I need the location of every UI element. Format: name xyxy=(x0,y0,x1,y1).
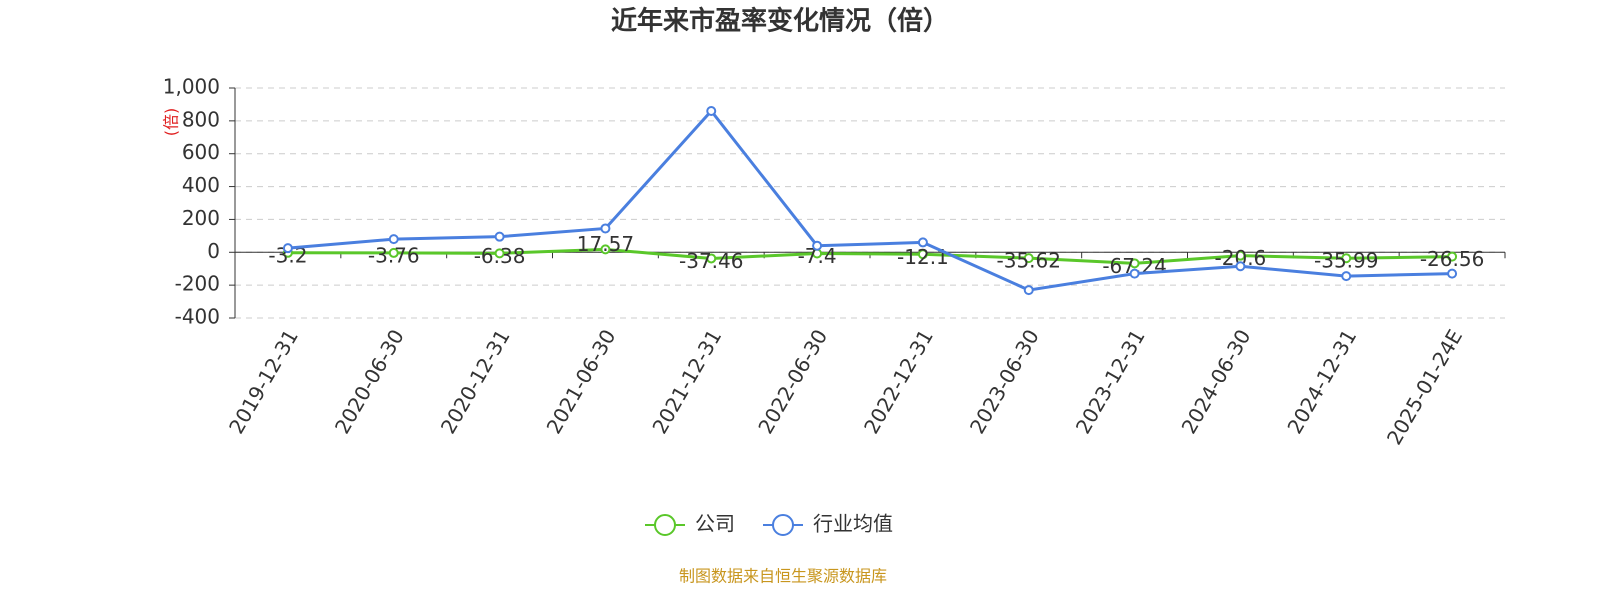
x-tick-label: 2020-06-30 xyxy=(330,325,409,438)
data-point xyxy=(1341,271,1352,282)
data-point xyxy=(494,231,505,242)
data-label: -26.56 xyxy=(1420,247,1484,271)
x-tick-label: 2021-06-30 xyxy=(542,325,621,438)
data-point xyxy=(1447,268,1458,279)
y-axis-label: (倍) xyxy=(162,108,181,137)
legend-symbol[interactable] xyxy=(772,514,794,536)
data-label: -6.38 xyxy=(474,244,526,268)
data-point xyxy=(1235,250,1246,261)
chart-title: 近年来市盈率变化情况（倍） xyxy=(611,6,949,37)
y-tick-label: 600 xyxy=(182,140,220,164)
legend-label[interactable]: 行业均值 xyxy=(813,512,893,536)
x-tick-label: 2021-12-31 xyxy=(647,325,726,438)
y-tick-label: 800 xyxy=(182,107,220,131)
data-label: -37.46 xyxy=(679,249,743,273)
legend-label[interactable]: 公司 xyxy=(695,512,735,536)
data-point xyxy=(388,234,399,245)
data-point xyxy=(1023,285,1034,296)
data-point xyxy=(600,244,611,255)
y-tick-label: -200 xyxy=(175,272,220,296)
y-tick-label: 200 xyxy=(182,206,220,230)
data-point xyxy=(1447,251,1458,262)
data-point xyxy=(1235,261,1246,272)
data-point xyxy=(917,249,928,260)
series-line xyxy=(287,247,1453,265)
data-point xyxy=(917,237,928,248)
data-point xyxy=(812,240,823,251)
data-point xyxy=(706,106,717,116)
data-label: -35.99 xyxy=(1314,249,1378,273)
x-tick-label: 2023-06-30 xyxy=(965,325,1044,438)
data-point xyxy=(706,253,717,264)
x-tick-label: 2024-12-31 xyxy=(1282,325,1361,438)
x-tick-label: 2025-01-24E xyxy=(1382,325,1467,449)
y-tick-label: -400 xyxy=(175,305,220,329)
series-line xyxy=(287,108,1453,292)
x-tick-label: 2019-12-31 xyxy=(224,325,303,438)
x-tick-label: 2022-06-30 xyxy=(753,325,832,438)
source-note: 制图数据来自恒生聚源数据库 xyxy=(679,567,887,586)
x-tick-label: 2023-12-31 xyxy=(1071,325,1150,438)
data-point xyxy=(282,243,293,254)
data-label: -3.76 xyxy=(368,243,420,267)
data-point xyxy=(600,223,611,234)
data-label: 17.57 xyxy=(577,232,634,256)
data-point xyxy=(1341,253,1352,264)
x-tick-label: 2020-12-31 xyxy=(436,325,515,438)
data-label: -12.1 xyxy=(897,245,949,269)
y-tick-label: 0 xyxy=(207,239,220,263)
data-point xyxy=(1129,258,1140,269)
x-tick-label: 2022-12-31 xyxy=(859,325,938,438)
data-point xyxy=(494,248,505,259)
y-tick-label: 400 xyxy=(182,173,220,197)
legend-symbol[interactable] xyxy=(654,514,676,536)
x-tick-label: 2024-06-30 xyxy=(1177,325,1256,438)
data-point xyxy=(1129,268,1140,279)
data-point xyxy=(1023,253,1034,264)
data-label: -35.62 xyxy=(997,249,1061,273)
data-point xyxy=(388,247,399,258)
y-tick-label: 1,000 xyxy=(163,75,220,99)
